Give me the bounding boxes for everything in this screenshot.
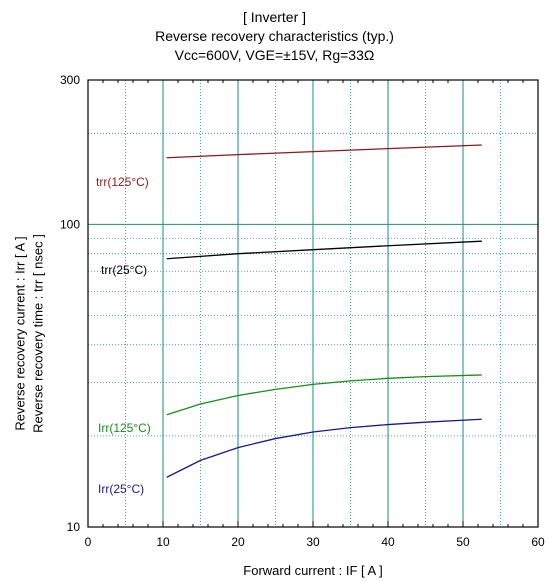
series-line <box>166 144 482 159</box>
x-tick-label: 0 <box>85 535 92 549</box>
tick-layer: 0 10 20 30 40 50 60 10 100 300 <box>60 73 545 549</box>
series-line <box>166 240 482 260</box>
series-label: trr(25°C) <box>101 263 147 277</box>
series-line <box>166 374 482 416</box>
grid-layer <box>88 80 538 527</box>
x-tick-label: 40 <box>381 535 395 549</box>
chart-title-line-2: Reverse recovery characteristics (typ.) <box>155 28 394 44</box>
chart-title-line-3: Vcc=600V, VGE=±15V, Rg=33Ω <box>174 47 375 63</box>
x-tick-label: 10 <box>156 535 170 549</box>
y-tick-label: 10 <box>67 520 81 534</box>
x-tick-label: 60 <box>531 535 545 549</box>
series-layer: trr(125°C) trr(25°C) Irr(125°C) Irr(25°C) <box>96 144 482 496</box>
series-label: trr(125°C) <box>96 175 149 189</box>
series-label: Irr(25°C) <box>98 482 144 496</box>
y-tick-label: 300 <box>60 73 80 87</box>
x-tick-label: 30 <box>306 535 320 549</box>
y-tick-label: 100 <box>60 217 80 231</box>
x-tick-label: 20 <box>231 535 245 549</box>
series-label: Irr(125°C) <box>98 421 151 435</box>
x-axis-label: Forward current : IF [ A ] <box>243 563 382 578</box>
x-tick-label: 50 <box>456 535 470 549</box>
chart-title-line-1: [ Inverter ] <box>242 9 307 25</box>
series-line <box>166 418 482 478</box>
